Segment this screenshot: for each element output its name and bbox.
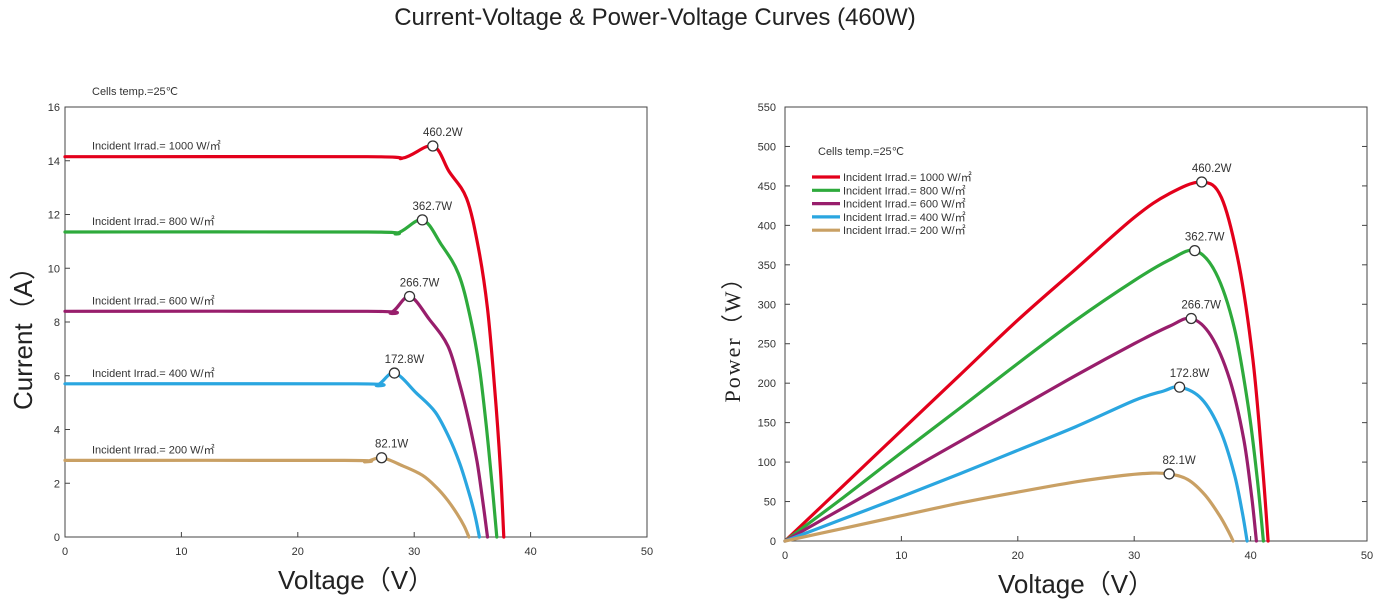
- pv-mpp-label-3: 172.8W: [1170, 368, 1210, 380]
- pv-y-tick-label: 0: [770, 536, 776, 548]
- pv-y-tick-label: 450: [758, 181, 776, 193]
- iv-y-tick-label: 10: [48, 263, 60, 275]
- iv-mpp-marker-3: [388, 367, 401, 379]
- pv-y-tick-label: 350: [758, 260, 776, 272]
- pv-legend-label-1: Incident Irrad.= 800 W/㎡: [843, 184, 966, 197]
- iv-series-line-1: [63, 218, 499, 539]
- pv-series-line-4: [783, 471, 1235, 543]
- pv-series-line-2: [783, 316, 1258, 543]
- iv-mpp-label-4: 82.1W: [375, 439, 408, 451]
- iv-plot-frame: [64, 106, 648, 538]
- iv-y-tick-label: 6: [54, 371, 60, 383]
- pv-plot-frame: [784, 106, 1368, 542]
- pv-y-tick-label: 500: [758, 141, 776, 153]
- pv-y-tick-label: 300: [758, 299, 776, 311]
- pv-mpp-label-1: 362.7W: [1185, 232, 1225, 244]
- iv-series-label-1: Incident Irrad.= 800 W/㎡: [92, 215, 215, 228]
- pv-legend-label-4: Incident Irrad.= 200 W/㎡: [843, 224, 966, 237]
- page-title: Current-Voltage & Power-Voltage Curves (…: [394, 4, 916, 31]
- pv-x-tick-label: 0: [782, 550, 788, 562]
- iv-x-tick-label: 10: [175, 546, 187, 558]
- pv-legend-label-2: Incident Irrad.= 600 W/㎡: [843, 198, 966, 211]
- pv-y-tick-label: 50: [764, 497, 776, 509]
- pv-mpp-label-0: 460.2W: [1192, 163, 1232, 175]
- pv-cells-temp-annotation: Cells temp.=25℃: [818, 146, 904, 158]
- pv-mpp-label-4: 82.1W: [1162, 455, 1195, 467]
- iv-mpp-label-0: 460.2W: [423, 127, 463, 139]
- iv-mpp-marker-0: [427, 140, 439, 152]
- iv-series-label-4: Incident Irrad.= 200 W/㎡: [92, 443, 215, 456]
- iv-y-axis-title: Current（A）: [8, 254, 38, 410]
- pv-y-tick-label: 150: [758, 418, 776, 430]
- iv-x-tick-label: 40: [524, 546, 536, 558]
- iv-y-tick-label: 0: [54, 532, 60, 544]
- pv-x-tick-label: 10: [895, 550, 907, 562]
- iv-series-line-3: [63, 371, 481, 539]
- pv-y-tick-label: 200: [758, 378, 776, 390]
- pv-y-tick-label: 100: [758, 457, 776, 469]
- iv-y-tick-label: 4: [54, 425, 60, 437]
- pv-x-axis-title: Voltage（V）: [998, 569, 1154, 599]
- iv-x-tick-label: 50: [641, 546, 653, 558]
- iv-series-label-3: Incident Irrad.= 400 W/㎡: [92, 367, 215, 380]
- pv-series-line-3: [783, 385, 1249, 543]
- iv-series-line-2: [63, 294, 490, 539]
- iv-series-line-4: [63, 456, 471, 539]
- pv-mpp-marker-0: [1196, 176, 1208, 188]
- iv-y-tick-label: 8: [54, 317, 60, 329]
- pv-x-tick-label: 30: [1128, 550, 1140, 562]
- iv-y-tick-label: 2: [54, 478, 60, 490]
- iv-x-tick-label: 20: [292, 546, 304, 558]
- iv-x-tick-label: 30: [408, 546, 420, 558]
- iv-mpp-label-2: 266.7W: [400, 277, 440, 289]
- iv-y-tick-label: 16: [48, 102, 60, 114]
- pv-mpp-marker-4: [1163, 468, 1175, 480]
- pv-y-tick-label: 550: [758, 102, 776, 114]
- pv-series-line-0: [783, 180, 1270, 543]
- iv-x-tick-label: 0: [62, 546, 68, 558]
- iv-series-line-0: [63, 144, 506, 539]
- iv-mpp-marker-2: [403, 290, 416, 303]
- iv-x-axis-title: Voltage（V）: [278, 565, 434, 595]
- iv-series-label-0: Incident Irrad.= 1000 W/㎡: [92, 140, 221, 153]
- pv-y-axis-title: Power（W）: [720, 266, 745, 403]
- iv-mpp-marker-1: [416, 214, 428, 226]
- iv-mpp-label-1: 362.7W: [413, 201, 453, 213]
- pv-mpp-marker-1: [1189, 244, 1201, 257]
- iv-cells-temp-annotation: Cells temp.=25℃: [92, 86, 178, 98]
- iv-mpp-marker-4: [375, 452, 388, 464]
- iv-y-tick-label: 12: [48, 210, 60, 222]
- pv-mpp-marker-2: [1185, 312, 1197, 325]
- iv-mpp-label-3: 172.8W: [385, 354, 425, 366]
- pv-legend-label-0: Incident Irrad.= 1000 W/㎡: [843, 171, 972, 184]
- iv-y-tick-label: 14: [48, 156, 60, 168]
- pv-x-tick-label: 50: [1361, 550, 1373, 562]
- pv-x-tick-label: 20: [1012, 550, 1024, 562]
- pv-mpp-label-2: 266.7W: [1181, 299, 1221, 311]
- pv-y-tick-label: 250: [758, 339, 776, 351]
- iv-series-label-2: Incident Irrad.= 600 W/㎡: [92, 294, 215, 307]
- pv-mpp-marker-3: [1173, 381, 1186, 393]
- pv-x-tick-label: 40: [1244, 550, 1256, 562]
- pv-series-line-1: [783, 248, 1265, 543]
- pv-legend-label-3: Incident Irrad.= 400 W/㎡: [843, 211, 966, 224]
- pv-y-tick-label: 400: [758, 220, 776, 232]
